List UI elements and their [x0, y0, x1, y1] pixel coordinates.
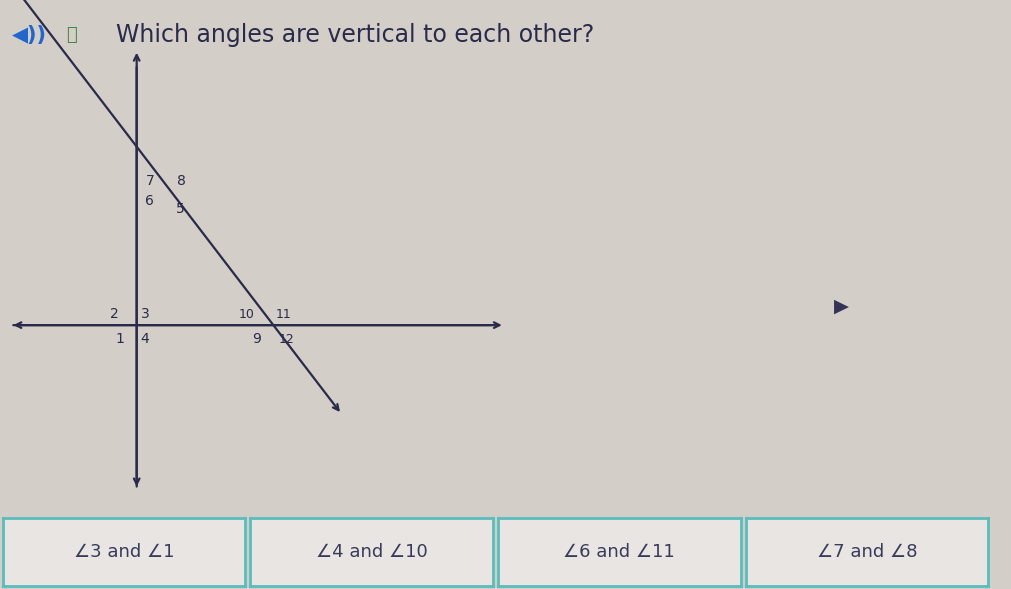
Text: 12: 12	[279, 333, 295, 346]
Text: 🔤: 🔤	[66, 27, 77, 44]
Text: ∠7 and ∠8: ∠7 and ∠8	[817, 543, 917, 561]
Text: 7: 7	[146, 174, 155, 188]
Text: 5: 5	[176, 201, 185, 216]
Text: 11: 11	[276, 308, 291, 321]
Text: ∠4 and ∠10: ∠4 and ∠10	[315, 543, 428, 561]
Text: ∠3 and ∠1: ∠3 and ∠1	[74, 543, 174, 561]
Text: ∠6 and ∠11: ∠6 and ∠11	[563, 543, 675, 561]
Text: ▶: ▶	[834, 297, 848, 316]
Text: ◀)): ◀))	[12, 25, 48, 45]
Text: 3: 3	[141, 307, 150, 322]
Text: Which angles are vertical to each other?: Which angles are vertical to each other?	[116, 24, 594, 47]
Text: 10: 10	[239, 308, 255, 321]
Text: 6: 6	[146, 194, 155, 208]
Text: 1: 1	[115, 332, 124, 346]
Text: 2: 2	[110, 307, 119, 322]
Text: 8: 8	[178, 174, 186, 188]
Text: 4: 4	[141, 332, 150, 346]
Text: 9: 9	[252, 332, 261, 346]
